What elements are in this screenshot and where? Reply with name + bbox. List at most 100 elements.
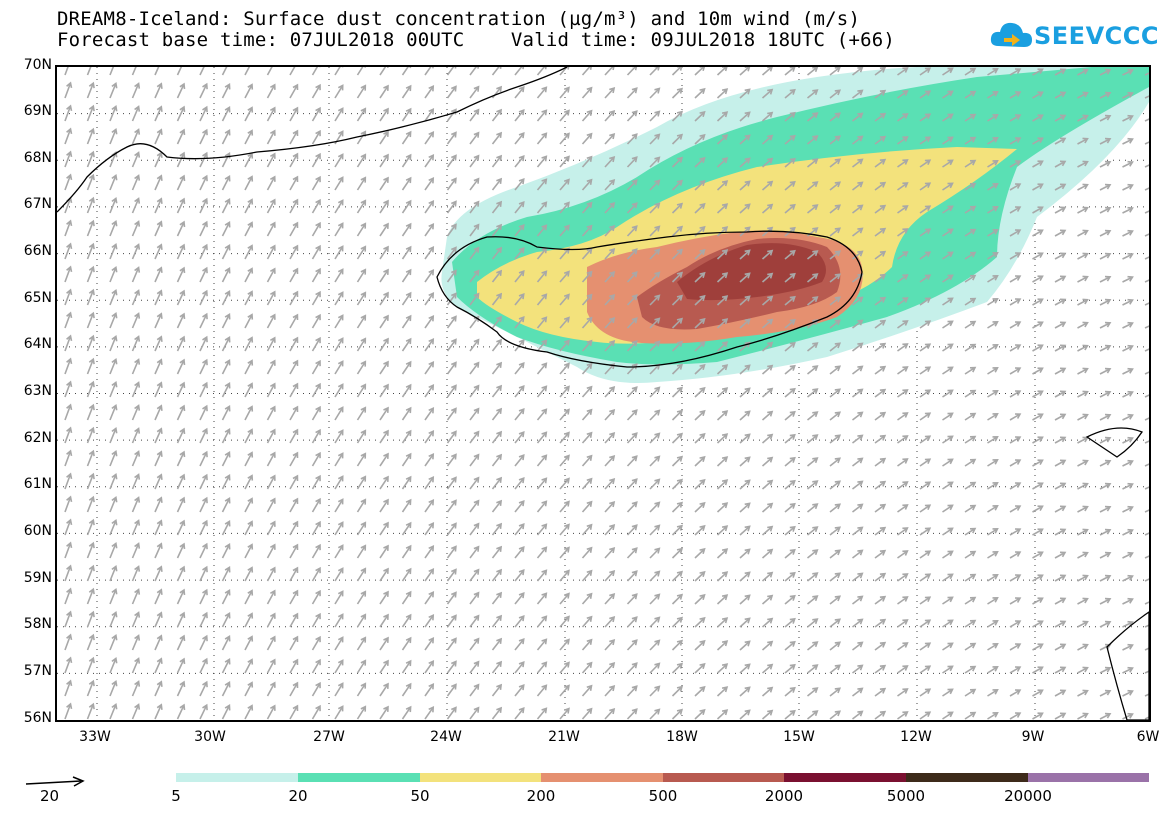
- wind-vector: [739, 111, 751, 122]
- wind-vector: [1099, 459, 1112, 467]
- wind-vector: [852, 641, 864, 651]
- wind-vector: [469, 683, 480, 697]
- wind-vector: [1122, 344, 1134, 352]
- wind-vector: [86, 288, 95, 306]
- wind-vector: [987, 251, 999, 260]
- wind-vector: [176, 289, 186, 306]
- wind-vector: [1144, 256, 1149, 260]
- lat-label: 56N: [23, 710, 52, 726]
- wind-vector: [716, 387, 729, 398]
- wind-vector: [131, 657, 141, 674]
- wind-vector: [1032, 298, 1044, 306]
- wind-vector: [784, 111, 796, 122]
- wind-vector: [536, 707, 548, 720]
- wind-vector: [829, 227, 842, 237]
- wind-vector: [1144, 118, 1149, 122]
- wind-vector: [1144, 164, 1149, 168]
- wind-vector: [154, 174, 163, 191]
- wind-vector: [1009, 206, 1022, 214]
- wind-vector: [491, 338, 503, 352]
- wind-vector: [469, 545, 480, 559]
- wind-vector: [694, 386, 706, 398]
- wind-vector: [64, 679, 73, 697]
- wind-vector: [897, 320, 909, 329]
- seevccc-logo: SEEVCCC: [990, 16, 1160, 56]
- wind-vector: [176, 174, 186, 191]
- wind-vector: [176, 381, 186, 398]
- wind-vector: [244, 359, 254, 375]
- wind-vector: [131, 381, 141, 398]
- wind-vector: [671, 133, 684, 145]
- wind-vector: [221, 520, 231, 536]
- colorbar-label: 20000: [1004, 787, 1052, 805]
- wind-vector: [1122, 68, 1134, 76]
- wind-vector: [514, 223, 525, 237]
- wind-vector: [536, 638, 548, 651]
- wind-vector: [491, 453, 503, 467]
- wind-vector: [1054, 413, 1067, 421]
- wind-vector: [559, 546, 570, 559]
- wind-vector: [559, 707, 570, 720]
- wind-vector: [581, 316, 593, 329]
- wind-vector: [784, 686, 796, 697]
- wind-vector: [244, 129, 254, 145]
- wind-vector: [964, 596, 977, 605]
- wind-vector: [784, 640, 796, 651]
- wind-vector: [626, 87, 638, 99]
- wind-vector: [626, 662, 638, 674]
- wind-vector: [176, 67, 183, 76]
- wind-vector: [311, 313, 321, 329]
- wind-vector: [86, 173, 95, 191]
- wind-vector: [919, 251, 932, 260]
- wind-vector: [176, 473, 186, 490]
- wind-vector: [784, 456, 796, 467]
- wind-vector: [604, 86, 616, 99]
- wind-vector: [581, 638, 593, 651]
- wind-vector: [469, 361, 480, 375]
- wind-vector: [131, 174, 141, 191]
- wind-vector: [536, 523, 548, 536]
- wind-vector: [739, 318, 751, 329]
- wind-vector: [874, 158, 887, 168]
- wind-vector: [289, 359, 299, 375]
- wind-vector: [1122, 459, 1134, 467]
- wind-vector: [131, 542, 141, 559]
- wind-vector: [446, 430, 457, 444]
- wind-vector: [1054, 298, 1067, 306]
- wind-vector: [784, 571, 796, 582]
- wind-vector: [154, 657, 163, 674]
- wind-vector: [221, 681, 231, 697]
- wind-vector: [1077, 574, 1089, 582]
- wind-vector: [154, 496, 163, 513]
- wind-vector: [987, 688, 999, 697]
- wind-vector: [987, 343, 999, 352]
- wind-vector: [987, 228, 999, 237]
- wind-vector: [942, 389, 954, 398]
- wind-vector: [919, 596, 932, 605]
- colorbar-label: 500: [648, 787, 678, 805]
- wind-vector: [289, 612, 299, 628]
- wind-vector: [154, 404, 163, 421]
- wind-vector: [1032, 183, 1044, 191]
- wind-vector: [154, 680, 163, 697]
- coastlines: [57, 67, 1149, 720]
- lat-label: 61N: [23, 476, 52, 492]
- wind-vector: [401, 567, 412, 582]
- wind-vector: [379, 383, 389, 398]
- wind-vector: [1122, 229, 1134, 237]
- wind-vector: [469, 522, 480, 536]
- wind-vector: [1077, 620, 1089, 628]
- wind-vector: [874, 526, 887, 536]
- wind-vector: [829, 434, 842, 444]
- wind-vector: [401, 245, 412, 260]
- wind-vector: [334, 475, 344, 490]
- wind-vector: [289, 198, 299, 214]
- wind-vector: [942, 711, 954, 720]
- wind-vector: [626, 110, 638, 122]
- wind-vector: [919, 274, 932, 283]
- wind-vector: [356, 659, 367, 674]
- wind-vector: [897, 688, 909, 697]
- wind-vector: [604, 201, 616, 214]
- colorbar-swatch: [663, 773, 784, 782]
- wind-vector: [739, 364, 751, 375]
